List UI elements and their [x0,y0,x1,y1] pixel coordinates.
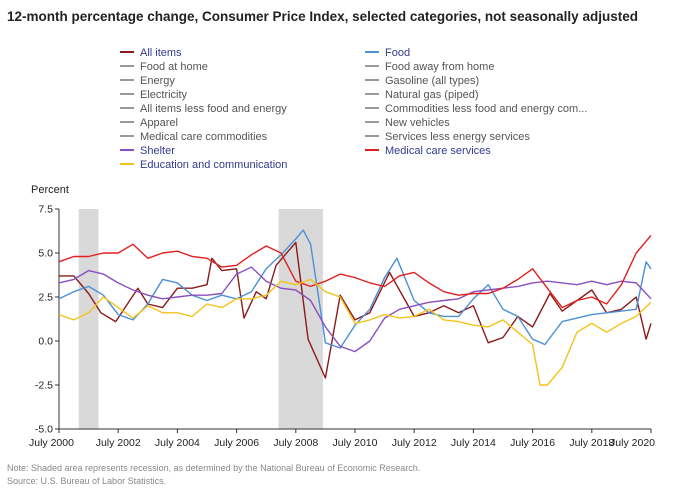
legend-swatch [365,149,379,152]
y-axis-label: Percent [31,184,69,196]
legend-item[interactable]: Food [365,46,410,60]
y-tick-label: -5.0 [35,424,53,436]
legend-swatch [365,107,379,110]
legend-item[interactable]: Gasoline (all types) [365,74,479,88]
legend-label: Services less energy services [385,131,530,143]
legend-label: Food [385,47,411,59]
x-tick-label: July 2012 [392,437,437,449]
legend-item[interactable]: Commodities less food and energy com... [365,102,587,116]
recession-shading [78,209,323,429]
legend-swatch [120,135,134,138]
legend-label: Education and communication [140,159,288,171]
legend-swatch [120,51,134,54]
legend-swatch [365,135,379,138]
legend-label: All items [140,47,182,59]
legend-item[interactable]: Services less energy services [365,130,530,144]
chart-source: Source: U.S. Bureau of Labor Statistics. [7,476,167,486]
legend-label: Apparel [140,117,178,129]
legend-swatch [365,121,379,124]
legend-item[interactable]: Food away from home [365,60,494,74]
legend-item[interactable]: Medical care services [365,144,491,158]
legend-item[interactable]: New vehicles [365,116,450,130]
legend-item[interactable]: Medical care commodities [120,130,267,144]
legend-label: Commodities less food and energy com... [385,103,588,115]
recession-band [278,209,323,429]
legend-item[interactable]: Apparel [120,116,178,130]
x-tick-label: July 2000 [29,437,74,449]
legend-swatch [365,93,379,96]
x-tick-label: July 2004 [155,437,200,449]
legend-swatch [120,149,134,152]
x-tick-label: July 2014 [451,437,496,449]
y-tick-label: 5.0 [38,248,53,260]
series-line [58,278,652,386]
x-tick-label: July 2018 [569,437,614,449]
legend-item[interactable]: Education and communication [120,158,287,172]
legend-label: Shelter [140,145,175,157]
chart-title: 12-month percentage change, Consumer Pri… [7,9,638,24]
legend-swatch [365,51,379,54]
x-tick-label: July 2016 [510,437,555,449]
series-lines [58,229,652,386]
recession-band [78,209,99,429]
legend-item[interactable]: All items [120,46,182,60]
legend-swatch [120,163,134,166]
y-tick-label: 0.0 [38,336,53,348]
legend-label: Electricity [140,89,188,101]
y-tick-label: 2.5 [38,292,53,304]
legend-label: Energy [140,75,175,87]
legend-label: Natural gas (piped) [385,89,479,101]
x-tick-label: July 2006 [214,437,259,449]
legend-item[interactable]: Shelter [120,144,175,158]
legend-label: New vehicles [385,117,450,129]
legend-swatch [120,121,134,124]
legend-label: Medical care services [385,145,491,157]
legend-label: Gasoline (all types) [385,75,480,87]
legend-swatch [365,79,379,82]
legend-label: Food at home [140,61,208,73]
series-line [58,234,652,309]
legend-label: Medical care commodities [140,131,268,143]
legend-item[interactable]: Food at home [120,60,208,74]
series-line [58,266,652,353]
legend-item[interactable]: All items less food and energy [120,102,287,116]
x-tick-label: July 2020 [610,437,655,449]
legend-item[interactable]: Electricity [120,88,187,102]
series-line [58,229,652,349]
legend-swatch [120,79,134,82]
legend-swatch [120,93,134,96]
legend-item[interactable]: Energy [120,74,175,88]
legend-label: Food away from home [385,61,495,73]
x-tick-label: July 2010 [333,437,378,449]
chart-note: Note: Shaded area represents recession, … [7,463,421,473]
legend-swatch [120,107,134,110]
legend-swatch [365,65,379,68]
y-tick-label: 7.5 [38,204,53,216]
legend-label: All items less food and energy [140,103,287,115]
x-tick-label: July 2008 [273,437,318,449]
y-tick-label: -2.5 [35,380,53,392]
x-tick-label: July 2002 [96,437,141,449]
series-line [59,241,652,379]
legend-item[interactable]: Natural gas (piped) [365,88,479,102]
legend-swatch [120,65,134,68]
